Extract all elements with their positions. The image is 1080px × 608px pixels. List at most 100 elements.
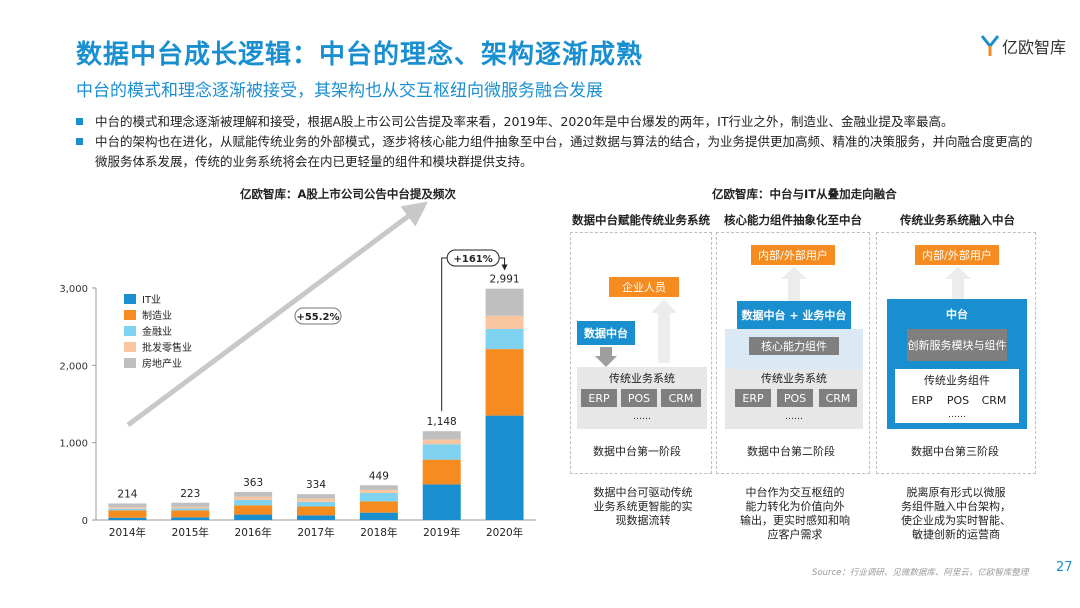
users-box: 内部/外部用户 [751, 245, 835, 265]
stage-label: 数据中台第一阶段 [593, 445, 681, 458]
legacy-system-label: 传统业务系统 [609, 372, 675, 385]
erp-module: ERP [735, 389, 771, 407]
logo-icon [980, 35, 1000, 56]
legacy-component-box [895, 369, 1019, 423]
bar-total-label: 214 [117, 488, 137, 500]
note-line: 现数据流转 [615, 514, 671, 527]
bar-segment [171, 517, 210, 520]
bar-segment [234, 499, 273, 506]
page-subtitle: 中台的模式和理念逐渐被接受，其架构也从交互枢纽向微服务融合发展 [76, 81, 603, 101]
x-tick-label: 2014年 [109, 526, 146, 539]
bar-segment [485, 288, 524, 316]
bar-total-label: 449 [369, 470, 389, 482]
bar-segment [108, 503, 147, 508]
bar-segment [422, 459, 461, 485]
growth-label: +161% [454, 254, 493, 265]
note-line: 应客户需求 [767, 528, 823, 541]
bar-segment [234, 496, 273, 500]
legend-swatch [124, 310, 136, 320]
erp-module: ERP [581, 389, 617, 407]
innovation-module-box: 创新服务模块与组件 [907, 329, 1007, 361]
up-arrow-icon [651, 299, 677, 363]
y-tick-label: 3,000 [59, 284, 88, 295]
panel-title-2: 核心能力组件抽象化至中台 [724, 213, 862, 227]
legend-label: IT业 [142, 294, 161, 306]
legacy-component-label: 传统业务组件 [924, 374, 990, 387]
bar-segment [359, 501, 398, 513]
bullet-item: 中台的架构也在进化，从赋能传统业务的外部模式，逐步将核心能力组件抽象至中台，通过… [76, 132, 1036, 172]
panel-title-3: 传统业务系统融入中台 [900, 213, 1015, 227]
stage-note-1: 数据中台可驱动传统 业务系统更智能的实 现数据流转 [574, 486, 712, 528]
legend-label: 批发零售业 [142, 341, 192, 354]
panel-title-1: 数据中台赋能传统业务系统 [572, 213, 710, 227]
ellipsis: …… [948, 410, 966, 420]
note-line: 业务系统更智能的实 [593, 500, 693, 513]
bullet-list: 中台的模式和理念逐渐被理解和接受，根据A股上市公司公告提及率来看，2019年、2… [76, 112, 1036, 172]
note-line: 能力转化为价值向外 [745, 500, 845, 513]
bar-segment [485, 349, 524, 416]
stage-note-3: 脱离原有形式以微服 务组件融入中台架构， 使企业成为实时智能、 敏捷创新的运营商 [888, 486, 1024, 542]
bullet-text: 中台的架构也在进化，从赋能传统业务的外部模式，逐步将核心能力组件抽象至中台，通过… [95, 134, 1033, 169]
bar-segment [359, 485, 398, 490]
stage-label: 数据中台第三阶段 [911, 445, 999, 458]
bar-segment [422, 484, 461, 520]
bar-segment [108, 517, 147, 520]
bar-segment [171, 506, 210, 509]
bar-segment [485, 315, 524, 329]
panel-stage-2: 内部/外部用户 数据中台 + 业务中台 核心能力组件 传统业务系统 ERP PO… [716, 232, 870, 474]
bar-total-label: 2,991 [490, 274, 520, 286]
enterprise-staff-box: 企业人员 [609, 277, 679, 297]
bar-segment [171, 502, 210, 507]
crm-module: CRM [661, 389, 701, 407]
logo: 亿欧智库 [980, 34, 1066, 58]
note-line: 中台作为交互枢纽的 [745, 486, 845, 499]
pos-module: POS [621, 389, 657, 407]
bullet-square-icon [76, 138, 83, 145]
bar-segment [297, 501, 335, 507]
users-box: 内部/外部用户 [915, 245, 999, 265]
source-note: Source：行业调研、见微数据库、阿里云，亿欧智库整理 [812, 568, 1029, 578]
bar-chart: 0 1,000 2,000 3,000 214 2014年 223 2015年 363 2016年… [59, 201, 536, 539]
core-capability-box: 核心能力组件 [749, 337, 839, 355]
bar-total-label: 223 [180, 488, 200, 500]
legend-swatch [124, 326, 136, 336]
legend-label: 房地产业 [142, 357, 182, 370]
down-arrow-icon [595, 347, 617, 367]
bullet-square-icon [76, 118, 83, 125]
crm-module: CRM [819, 389, 857, 407]
bar-segment [297, 515, 335, 520]
bar-segment [108, 507, 147, 509]
y-tick-label: 2,000 [59, 361, 88, 372]
note-line: 数据中台可驱动传统 [593, 486, 693, 499]
note-line: 务组件融入中台架构， [901, 500, 1011, 513]
pos-module: POS [777, 389, 813, 407]
x-tick-label: 2020年 [486, 526, 523, 539]
y-tick-label: 0 [82, 516, 88, 527]
page-number: 27 [1056, 560, 1073, 575]
x-tick-label: 2018年 [360, 526, 397, 539]
bar-segment [234, 491, 273, 497]
erp-module: ERP [911, 393, 933, 407]
diagram-title: 亿欧智库：中台与IT从叠加走向融合 [712, 187, 897, 201]
ellipsis: …… [785, 412, 803, 422]
bar-segment [422, 444, 461, 460]
legend-swatch [124, 342, 136, 352]
bar-segment [485, 328, 524, 350]
x-tick-label: 2017年 [297, 526, 334, 539]
x-tick-label: 2016年 [235, 526, 272, 539]
legend-swatch [124, 294, 136, 304]
bar-segment [297, 498, 335, 502]
bar-segment [108, 508, 147, 511]
growth-arrow [126, 201, 429, 428]
chart-title: 亿欧智库：A股上市公司公告中台提及频次 [240, 187, 456, 201]
panel-stage-1: 企业人员 数据中台 传统业务系统 ERP POS CRM …… 数据中台第一阶段 [570, 232, 712, 474]
bar-segment [297, 506, 335, 516]
note-line: 输出，更实时感知和响 [740, 514, 850, 527]
bar-total-label: 363 [243, 477, 263, 489]
growth-badge [446, 249, 500, 267]
bar-segment [108, 510, 147, 518]
legend-label: 制造业 [142, 309, 172, 322]
bar-total-label: 334 [306, 479, 326, 491]
bar-segment [171, 508, 210, 511]
note-line: 脱离原有形式以微服 [906, 486, 1006, 499]
